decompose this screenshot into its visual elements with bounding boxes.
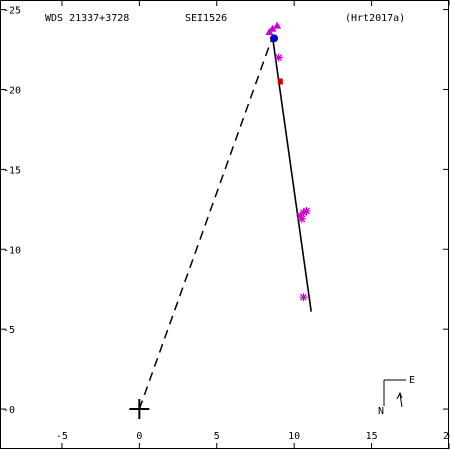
y-tick-label: -25 (3, 6, 21, 17)
wds-id-label: WDS 21337+3728 (45, 13, 129, 24)
x-tick-label: 0 (136, 431, 142, 442)
observation-asterisk (274, 53, 283, 62)
fit-line (271, 36, 312, 312)
y-tick-label: -10 (3, 245, 21, 256)
x-tick-label: -5 (56, 431, 68, 442)
y-tick-label: -0 (3, 405, 15, 416)
recent-observation-mark (277, 78, 283, 85)
observation-asterisk (302, 206, 311, 215)
orientation-indicator: N E (378, 375, 415, 417)
observation-triangle (265, 27, 274, 35)
observation-triangle (273, 21, 282, 29)
motion-arrow-icon (396, 391, 403, 408)
observation-points (265, 21, 311, 302)
x-tick-label: 15 (366, 431, 378, 442)
y-tick-label: -15 (3, 165, 21, 176)
calc-position-dot (270, 34, 279, 43)
north-label: N (378, 406, 384, 417)
x-tick-label: 10 (288, 431, 300, 442)
observation-asterisk (299, 208, 308, 217)
node-line (138, 36, 274, 410)
observation-asterisk (297, 214, 306, 223)
x-tick-label: 20 (443, 431, 450, 442)
y-tick-label: -5 (3, 325, 15, 336)
x-tick-label: 5 (214, 431, 220, 442)
reference-label: (Hrt2017a) (345, 13, 405, 24)
orbit-lines (129, 36, 312, 420)
discoverer-label: SEI1526 (185, 13, 227, 24)
y-tick-label: -20 (3, 85, 21, 96)
observation-asterisk (299, 293, 308, 302)
observation-asterisk (296, 211, 305, 220)
east-label: E (409, 375, 415, 386)
